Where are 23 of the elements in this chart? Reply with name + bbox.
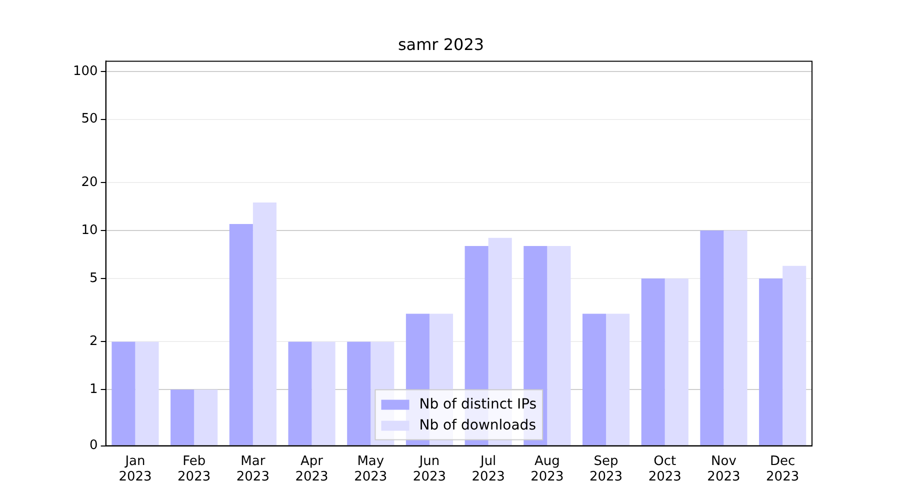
y-tick-label: 0 <box>90 438 98 454</box>
y-tick-label: 100 <box>72 64 98 79</box>
legend-label: Nb of distinct IPs <box>419 396 537 412</box>
x-tick-label: Dec 2023 <box>766 454 800 485</box>
y-tick-label: 50 <box>81 112 98 127</box>
y-tick-label: 5 <box>90 270 98 286</box>
x-tick-label: Oct 2023 <box>648 454 682 485</box>
x-tick-label: May 2023 <box>354 454 388 485</box>
x-tick-label: Jan 2023 <box>118 454 152 485</box>
x-tick-label: Sep 2023 <box>589 454 623 485</box>
y-tick-label: 20 <box>81 175 98 190</box>
legend-label: Nb of downloads <box>419 417 536 434</box>
x-tick-label: Jul 2023 <box>472 454 505 485</box>
x-tick-label: Mar 2023 <box>236 454 270 485</box>
x-tick-label: Jun 2023 <box>412 454 446 485</box>
y-tick-label: 2 <box>90 334 98 350</box>
y-tick-label: 10 <box>81 222 98 238</box>
chart-title: samr 2023 <box>398 34 484 54</box>
x-tick-label: Feb 2023 <box>178 454 211 485</box>
x-tick-label: Nov 2023 <box>707 454 740 485</box>
x-tick-label: Aug 2023 <box>530 454 564 485</box>
x-tick-label: Apr 2023 <box>295 454 328 485</box>
y-tick-label: 1 <box>90 382 98 398</box>
